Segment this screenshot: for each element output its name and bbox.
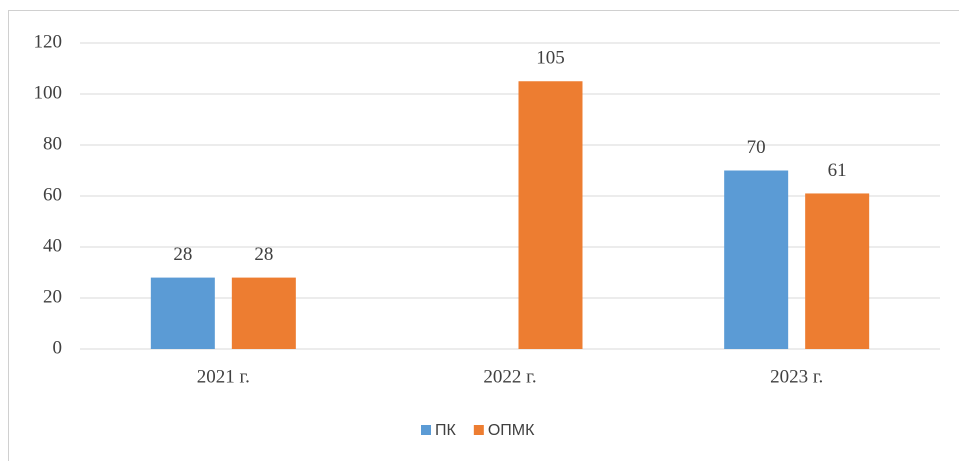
- y-tick-label: 80: [43, 133, 62, 154]
- legend-swatch: [473, 425, 484, 435]
- x-tick-label: 2022 г.: [483, 366, 536, 387]
- legend-label: ПК: [435, 422, 457, 439]
- y-tick-label: 20: [43, 286, 62, 307]
- data-label: 105: [536, 48, 565, 69]
- bar: [231, 277, 296, 349]
- y-tick-label: 120: [34, 31, 63, 52]
- bar: [150, 277, 215, 349]
- legend-label: ОПМК: [488, 422, 535, 439]
- y-tick-label: 40: [43, 235, 62, 256]
- chart-border: [8, 10, 959, 461]
- bar: [518, 81, 583, 349]
- data-label: 61: [828, 160, 847, 181]
- data-label: 70: [747, 137, 766, 158]
- data-label: 28: [173, 244, 192, 265]
- bar: [724, 170, 789, 349]
- x-tick-label: 2023 г.: [770, 366, 823, 387]
- legend-swatch: [421, 425, 431, 435]
- y-tick-label: 0: [53, 337, 63, 358]
- x-tick-label: 2021 г.: [197, 366, 250, 387]
- bar: [805, 193, 870, 349]
- y-tick-label: 60: [43, 184, 62, 205]
- y-tick-label: 100: [34, 82, 63, 103]
- data-label: 28: [254, 244, 273, 265]
